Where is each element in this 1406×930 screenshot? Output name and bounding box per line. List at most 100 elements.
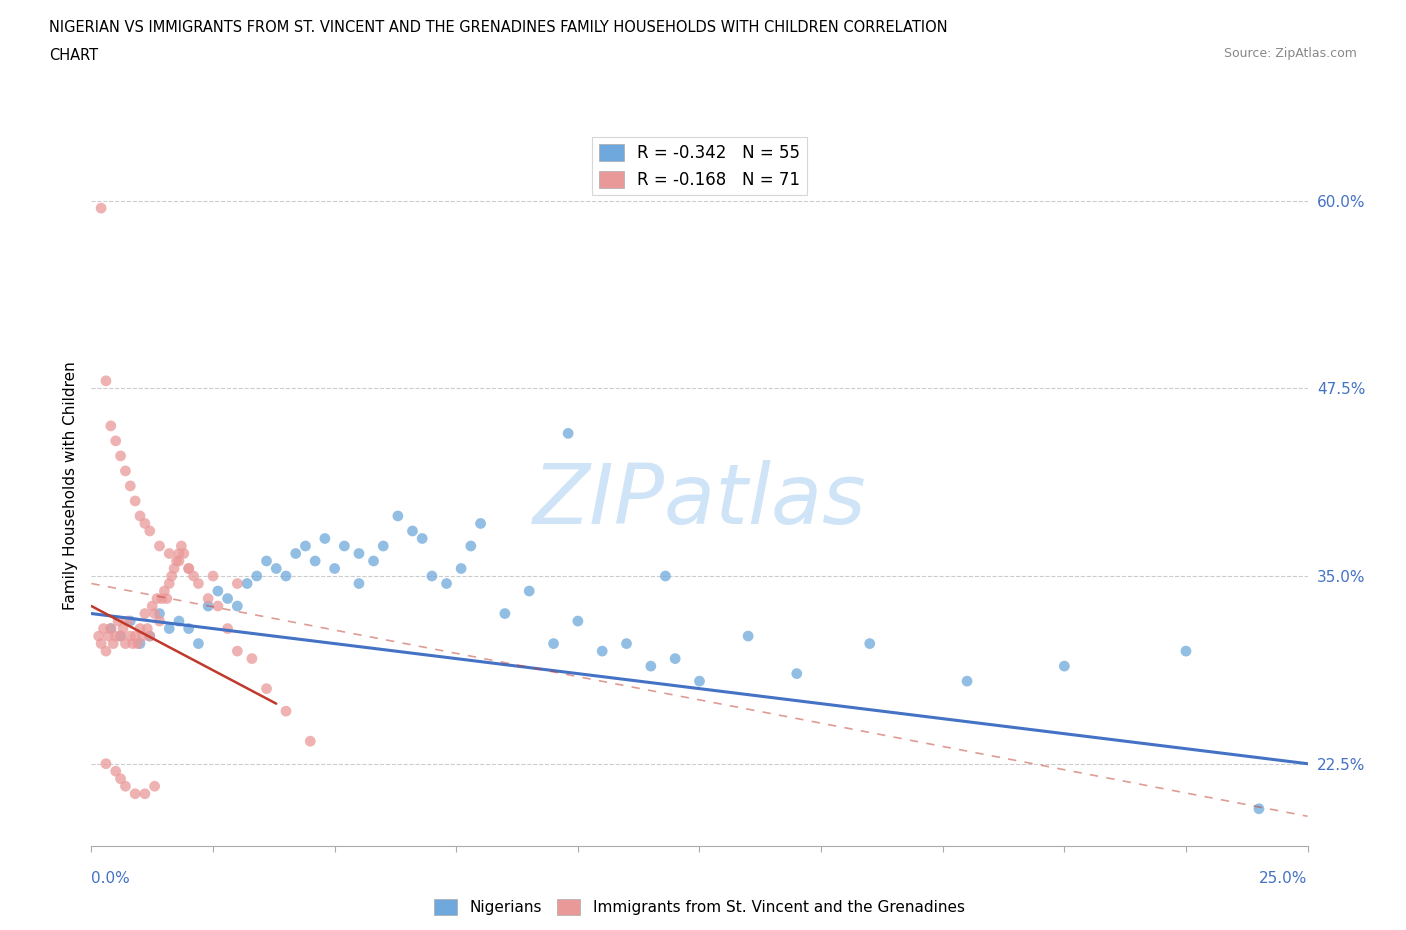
- Point: [100, 621, 122, 636]
- Point: [139, 629, 162, 644]
- Point: [436, 576, 458, 591]
- Point: [104, 764, 127, 778]
- Point: [124, 786, 146, 801]
- Point: [543, 636, 565, 651]
- Point: [616, 636, 638, 651]
- Point: [136, 621, 159, 636]
- Legend: R = -0.342   N = 55, R = -0.168   N = 71: R = -0.342 N = 55, R = -0.168 N = 71: [592, 138, 807, 195]
- Point: [157, 621, 180, 636]
- Point: [314, 531, 336, 546]
- Point: [274, 704, 297, 719]
- Point: [859, 636, 882, 651]
- Point: [111, 621, 134, 636]
- Point: [420, 568, 443, 583]
- Point: [94, 644, 117, 658]
- Point: [141, 599, 163, 614]
- Point: [387, 509, 409, 524]
- Point: [156, 591, 179, 606]
- Point: [470, 516, 492, 531]
- Point: [567, 614, 589, 629]
- Point: [786, 666, 808, 681]
- Text: 0.0%: 0.0%: [91, 871, 131, 886]
- Point: [127, 636, 149, 651]
- Point: [110, 629, 132, 644]
- Point: [100, 621, 122, 636]
- Point: [323, 561, 346, 576]
- Point: [160, 568, 183, 583]
- Point: [114, 463, 136, 478]
- Point: [217, 621, 239, 636]
- Point: [167, 546, 190, 561]
- Point: [654, 568, 676, 583]
- Point: [236, 576, 259, 591]
- Point: [664, 651, 686, 666]
- Point: [197, 599, 219, 614]
- Point: [143, 778, 166, 793]
- Point: [1247, 802, 1270, 817]
- Point: [373, 538, 395, 553]
- Point: [129, 509, 152, 524]
- Point: [110, 771, 132, 786]
- Point: [177, 561, 200, 576]
- Point: [148, 606, 170, 621]
- Point: [299, 734, 322, 749]
- Point: [114, 636, 136, 651]
- Point: [183, 568, 205, 583]
- Point: [143, 606, 166, 621]
- Point: [157, 546, 180, 561]
- Point: [139, 524, 162, 538]
- Point: [167, 553, 190, 568]
- Point: [163, 561, 186, 576]
- Text: NIGERIAN VS IMMIGRANTS FROM ST. VINCENT AND THE GRENADINES FAMILY HOUSEHOLDS WIT: NIGERIAN VS IMMIGRANTS FROM ST. VINCENT …: [49, 20, 948, 35]
- Point: [167, 614, 190, 629]
- Text: 25.0%: 25.0%: [1260, 871, 1308, 886]
- Point: [134, 786, 156, 801]
- Point: [104, 629, 127, 644]
- Point: [129, 621, 152, 636]
- Point: [107, 614, 129, 629]
- Point: [157, 576, 180, 591]
- Point: [148, 614, 170, 629]
- Point: [226, 576, 249, 591]
- Point: [240, 651, 263, 666]
- Point: [94, 756, 117, 771]
- Point: [177, 621, 200, 636]
- Point: [87, 629, 110, 644]
- Point: [363, 553, 385, 568]
- Point: [117, 614, 139, 629]
- Point: [104, 433, 127, 448]
- Point: [411, 531, 433, 546]
- Point: [256, 553, 278, 568]
- Point: [139, 629, 162, 644]
- Point: [146, 591, 169, 606]
- Point: [640, 658, 662, 673]
- Point: [97, 629, 120, 644]
- Point: [956, 673, 979, 688]
- Point: [591, 644, 613, 658]
- Point: [256, 681, 278, 696]
- Point: [226, 599, 249, 614]
- Point: [284, 546, 307, 561]
- Point: [166, 553, 188, 568]
- Point: [264, 561, 287, 576]
- Point: [197, 591, 219, 606]
- Point: [150, 591, 173, 606]
- Point: [557, 426, 579, 441]
- Point: [246, 568, 269, 583]
- Text: Source: ZipAtlas.com: Source: ZipAtlas.com: [1223, 46, 1357, 60]
- Point: [517, 584, 540, 599]
- Point: [401, 524, 423, 538]
- Point: [494, 606, 516, 621]
- Point: [90, 636, 112, 651]
- Point: [170, 538, 193, 553]
- Point: [304, 553, 326, 568]
- Point: [207, 584, 229, 599]
- Point: [124, 629, 146, 644]
- Point: [347, 576, 370, 591]
- Point: [90, 201, 112, 216]
- Point: [450, 561, 472, 576]
- Point: [347, 546, 370, 561]
- Point: [187, 636, 209, 651]
- Point: [110, 629, 132, 644]
- Point: [103, 636, 125, 651]
